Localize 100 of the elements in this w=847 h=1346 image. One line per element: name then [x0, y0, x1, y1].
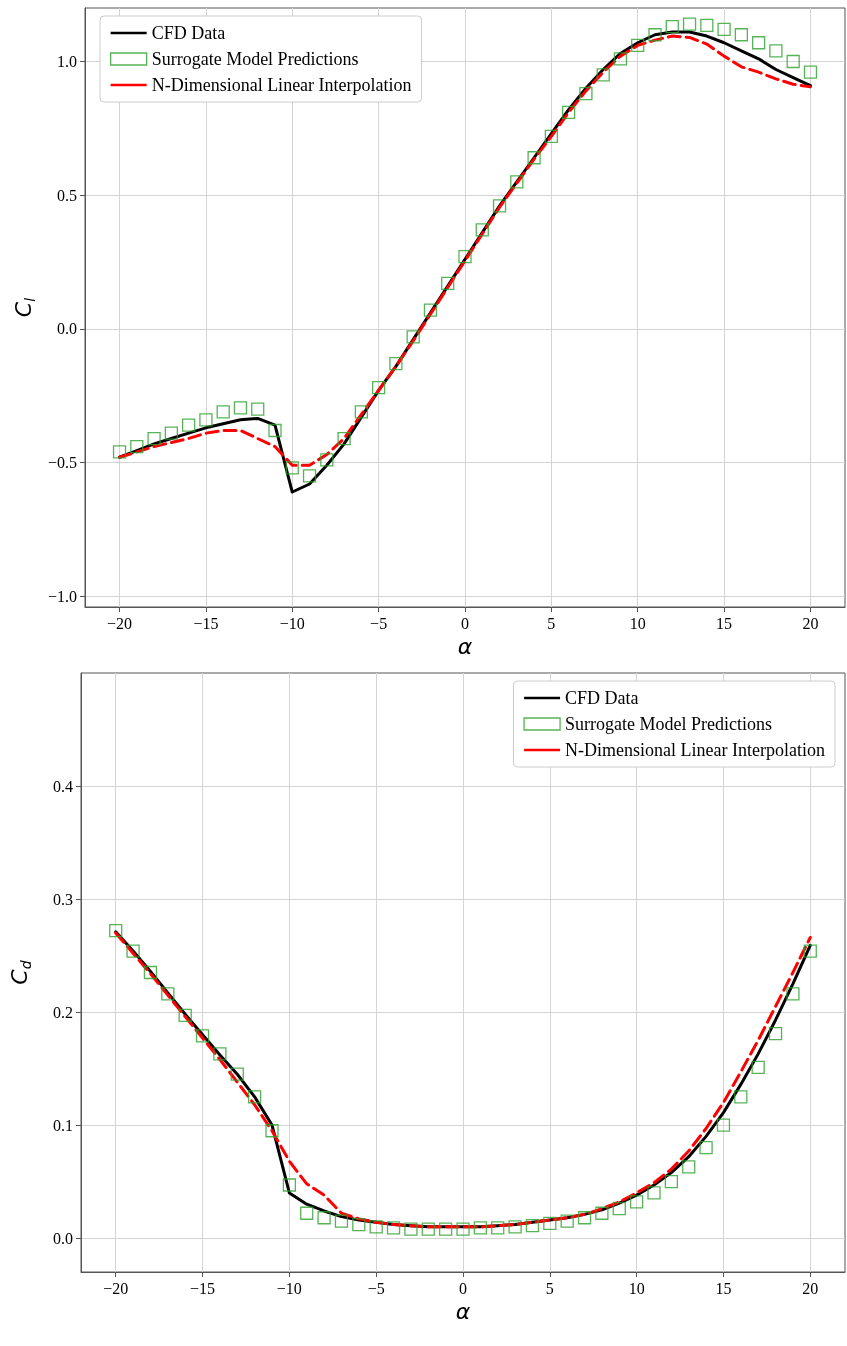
- legend-label: CFD Data: [151, 23, 226, 43]
- point: [458, 250, 472, 264]
- x-tick-label: 15: [716, 614, 733, 632]
- legend-label: Surrogate Model Predictions: [151, 49, 359, 69]
- y-axis-title: Cl: [10, 297, 38, 318]
- point: [665, 20, 679, 34]
- point: [441, 276, 455, 291]
- x-tick-label: 5: [547, 614, 556, 632]
- point: [579, 86, 593, 101]
- point: [561, 105, 576, 119]
- point: [230, 1067, 244, 1081]
- point: [371, 381, 386, 395]
- point: [354, 405, 369, 419]
- point: [199, 413, 213, 427]
- point: [786, 987, 800, 1001]
- point: [300, 1206, 314, 1220]
- x-tick-label: −10: [276, 1279, 302, 1297]
- point: [268, 423, 282, 438]
- point: [213, 1047, 227, 1061]
- point: [613, 52, 628, 66]
- point: [320, 453, 334, 467]
- point: [786, 54, 800, 69]
- point: [751, 1060, 765, 1075]
- point: [751, 36, 766, 50]
- point: [473, 1221, 488, 1235]
- legend-label: CFD Data: [565, 688, 639, 708]
- x-tick-label: −5: [367, 1279, 385, 1297]
- point: [233, 401, 248, 415]
- point: [302, 469, 317, 483]
- point: [406, 330, 420, 344]
- y-tick-label: 0.0: [53, 1229, 73, 1247]
- point: [769, 44, 783, 58]
- point: [543, 1216, 557, 1231]
- point: [369, 1220, 383, 1234]
- point: [143, 965, 158, 980]
- point: [265, 1124, 279, 1138]
- point: [251, 402, 265, 416]
- x-tick-label: 20: [802, 614, 819, 632]
- point: [510, 175, 524, 189]
- y-axis-title: Cd: [6, 960, 34, 985]
- point: [130, 439, 144, 454]
- x-tick-label: −5: [370, 614, 388, 632]
- point: [768, 1026, 783, 1041]
- x-axis-title: α: [455, 1299, 471, 1325]
- x-tick-label: −15: [193, 614, 219, 632]
- point: [508, 1220, 522, 1234]
- x-tick-label: 5: [545, 1279, 554, 1297]
- point: [126, 944, 140, 958]
- legend-label: N-Dimensional Linear Interpolation: [151, 75, 412, 95]
- x-tick-label: −15: [190, 1279, 216, 1297]
- point: [596, 68, 610, 82]
- point: [404, 1222, 418, 1236]
- y-tick-label: 0.4: [53, 777, 73, 795]
- y-tick-label: −1.0: [47, 587, 77, 605]
- x-tick-label: 10: [628, 1279, 645, 1297]
- point: [803, 944, 817, 958]
- x-axis-title: α: [457, 634, 473, 660]
- point: [421, 1222, 435, 1236]
- point: [112, 445, 127, 459]
- point: [664, 1174, 679, 1189]
- point: [716, 1118, 731, 1132]
- point: [629, 1195, 644, 1209]
- x-tick-label: −20: [103, 1279, 129, 1297]
- point: [699, 1141, 713, 1155]
- point: [334, 1214, 349, 1228]
- x-tick-label: 15: [715, 1279, 732, 1297]
- point: [682, 17, 697, 31]
- point: [438, 1222, 453, 1236]
- point: [352, 1217, 366, 1232]
- point: [491, 1221, 505, 1235]
- point: [525, 1219, 540, 1233]
- point: [247, 1090, 262, 1104]
- y-tick-label: 0.0: [57, 320, 77, 338]
- x-tick-label: −20: [107, 614, 133, 632]
- point: [456, 1222, 470, 1236]
- point: [700, 18, 714, 33]
- point: [803, 65, 818, 79]
- point: [717, 22, 731, 37]
- x-tick-label: 0: [461, 614, 469, 632]
- point: [423, 303, 438, 317]
- point: [612, 1202, 626, 1216]
- y-tick-label: 1.0: [57, 52, 77, 70]
- point: [282, 1178, 297, 1192]
- point: [595, 1206, 609, 1220]
- point: [386, 1221, 401, 1235]
- point: [216, 405, 230, 419]
- point: [682, 1160, 696, 1174]
- legend-label: N-Dimensional Linear Interpolation: [565, 740, 825, 760]
- x-tick-label: −10: [279, 614, 305, 632]
- point: [317, 1211, 331, 1225]
- y-tick-label: 0.2: [53, 1003, 73, 1021]
- point: [147, 431, 161, 446]
- point: [164, 426, 179, 440]
- point: [560, 1214, 574, 1228]
- point: [178, 1008, 192, 1023]
- point: [527, 151, 541, 165]
- x-tick-label: 20: [802, 1279, 819, 1297]
- point: [337, 431, 351, 446]
- y-tick-label: 0.1: [53, 1116, 73, 1134]
- point: [544, 129, 559, 144]
